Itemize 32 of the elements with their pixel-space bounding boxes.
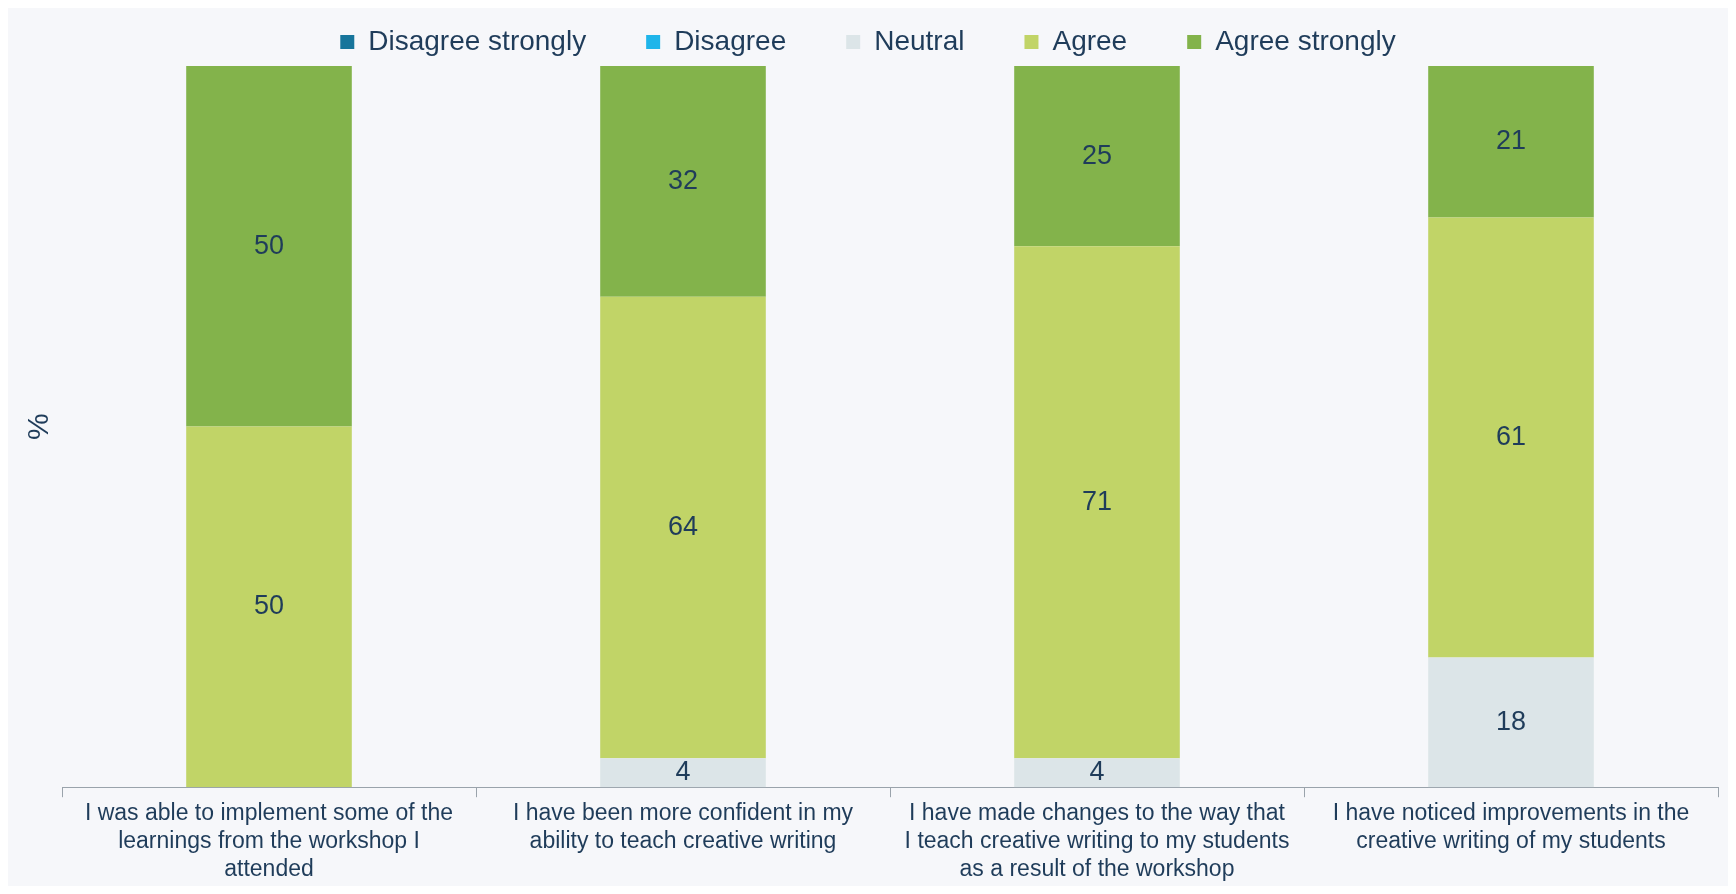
bar: [186, 426, 352, 788]
x-tick-label: I was able to implement some of the learnings from the workshop I attended: [84, 799, 454, 881]
bar: [600, 296, 766, 759]
data-label: 25: [1081, 139, 1113, 170]
data-label: 50: [253, 229, 285, 260]
legend-label: Disagree: [674, 24, 787, 56]
x-tick-label: I have made changes to the way that I teach creative writing to my students as a result of the workshop: [904, 799, 1290, 881]
bar: [1428, 66, 1594, 218]
data-label: 50: [253, 590, 285, 621]
data-label: 61: [1495, 420, 1527, 451]
data-label: 21: [1495, 125, 1527, 156]
data-label: 71: [1081, 485, 1113, 516]
legend-label: Disagree strongly: [368, 24, 587, 56]
bar: [1428, 657, 1594, 788]
data-label: 4: [1089, 756, 1105, 787]
bar: [600, 66, 766, 297]
x-tick-label: I have noticed improvements in the creative writing of my students: [1332, 799, 1690, 853]
bar: [600, 758, 766, 788]
bar: [1014, 66, 1180, 247]
data-label: 4: [675, 756, 691, 787]
bar: [1014, 246, 1180, 759]
legend-label: Neutral: [874, 24, 965, 56]
bar: [1014, 758, 1180, 788]
legend-label: Agree: [1052, 24, 1128, 56]
bar: [186, 66, 352, 427]
data-label: 64: [667, 511, 699, 542]
y-axis-title: %: [21, 413, 55, 440]
legend-label: Agree strongly: [1215, 24, 1396, 56]
data-label: 32: [667, 164, 699, 195]
data-label: 18: [1495, 705, 1527, 736]
x-tick-label: I have been more confident in my ability to teach creative writing: [512, 799, 854, 853]
bar: [1428, 217, 1594, 658]
